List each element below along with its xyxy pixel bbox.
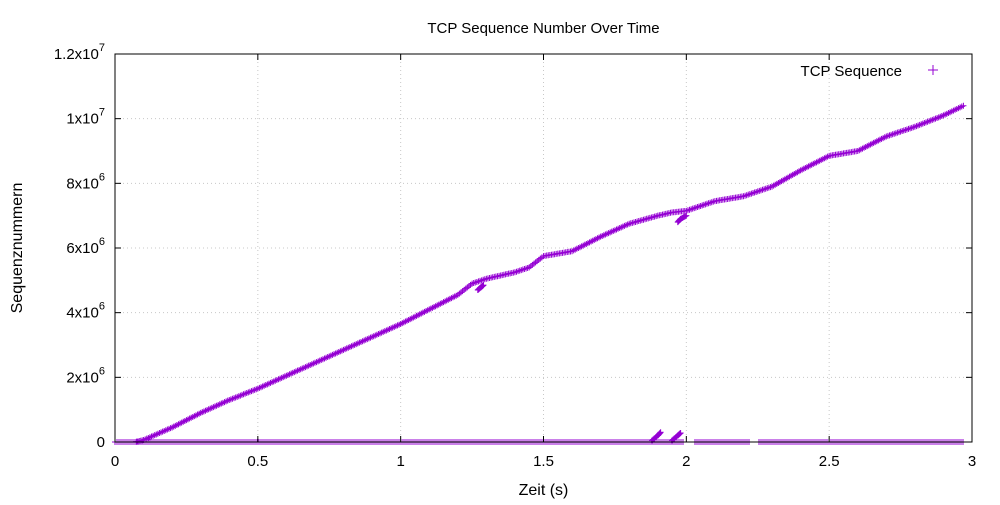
legend-label: TCP Sequence (801, 63, 902, 80)
x-tick-label: 0 (111, 453, 119, 470)
x-tick-label: 0.5 (247, 453, 268, 470)
data-points (112, 102, 967, 445)
y-tick-label: 4x106 (66, 301, 105, 322)
axis-ticks: 0 0.5 1 1.5 2 2.5 3 0 2x106 4x106 6x106 8x106 1x107 1… (54, 42, 976, 470)
x-tick-label: 1 (396, 453, 404, 470)
x-axis-title: Zeit (s) (519, 482, 569, 499)
y-tick-label: 2x106 (66, 365, 105, 386)
outlier-point (683, 212, 690, 219)
grid (114, 53, 973, 443)
x-tick-label: 2.5 (819, 453, 840, 470)
x-tick-label: 1.5 (533, 453, 554, 470)
legend: TCP Sequence (801, 63, 938, 80)
data-point (960, 102, 967, 109)
y-axis-title: Sequenznummern (9, 183, 26, 314)
legend-marker (928, 65, 938, 75)
x-tick-label: 3 (968, 453, 976, 470)
y-tick-label: 6x106 (66, 236, 105, 257)
legend-plus-icon (928, 65, 938, 75)
outlier-point (682, 213, 689, 220)
y-tick-label: 0 (97, 434, 105, 451)
outlier-point (657, 429, 664, 436)
outlier-point (480, 282, 487, 289)
y-tick-label: 1x107 (66, 107, 105, 128)
chart-title: TCP Sequence Number Over Time (427, 20, 659, 37)
y-tick-label: 8x106 (66, 171, 105, 192)
outlier-point (677, 429, 684, 436)
x-tick-label: 2 (682, 453, 690, 470)
y-tick-label: 1.2x107 (54, 42, 105, 63)
